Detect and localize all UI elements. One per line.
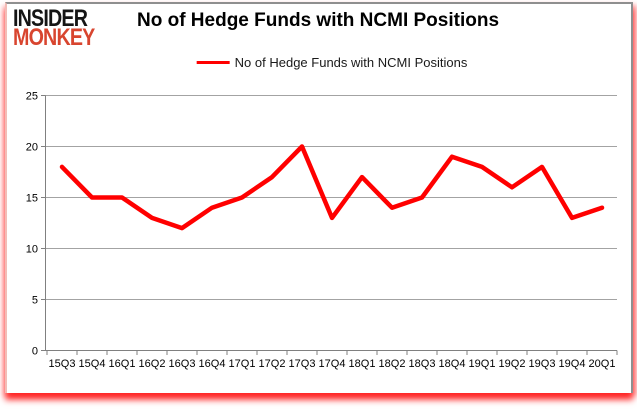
x-axis-label: 19Q1 xyxy=(469,358,496,370)
series-line xyxy=(59,144,605,231)
y-axis-label: 20 xyxy=(26,142,38,154)
x-axis-label: 17Q4 xyxy=(319,358,346,370)
x-axis-label: 16Q4 xyxy=(199,358,226,370)
x-axis-label: 18Q3 xyxy=(409,358,436,370)
x-axis-label: 18Q1 xyxy=(349,358,376,370)
x-axis-label: 19Q3 xyxy=(529,358,556,370)
x-axis-label: 18Q4 xyxy=(439,358,466,370)
x-axis-label: 17Q1 xyxy=(229,358,256,370)
x-axis-label: 15Q4 xyxy=(79,358,106,370)
x-axis-label: 16Q1 xyxy=(109,358,136,370)
x-axis-label: 17Q3 xyxy=(289,358,316,370)
logo-text-insider: INSIDER xyxy=(13,5,88,32)
y-axis-label: 0 xyxy=(32,346,38,358)
x-axis-label: 19Q2 xyxy=(499,358,526,370)
chart-title: No of Hedge Funds with NCMI Positions xyxy=(136,10,500,31)
x-axis-label: 15Q3 xyxy=(49,358,76,370)
insider-monkey-logo: INSIDER MONKEY xyxy=(13,5,95,51)
chart-legend: No of Hedge Funds with NCMI Positions xyxy=(196,55,468,70)
legend-label: No of Hedge Funds with NCMI Positions xyxy=(234,55,468,70)
y-axis-label: 5 xyxy=(32,295,38,307)
y-axis-label: 15 xyxy=(26,193,38,205)
y-axis-label: 25 xyxy=(26,91,38,103)
legend-line-swatch xyxy=(196,61,230,64)
logo-text-monkey: MONKEY xyxy=(13,24,95,51)
x-axis-label: 19Q4 xyxy=(559,358,586,370)
x-axis-label: 16Q2 xyxy=(139,358,166,370)
x-axis-label: 17Q2 xyxy=(259,358,286,370)
x-axis-label: 20Q1 xyxy=(589,358,616,370)
x-axis-label: 16Q3 xyxy=(169,358,196,370)
y-axis-label: 10 xyxy=(26,244,38,256)
x-axis-label: 18Q2 xyxy=(379,358,406,370)
